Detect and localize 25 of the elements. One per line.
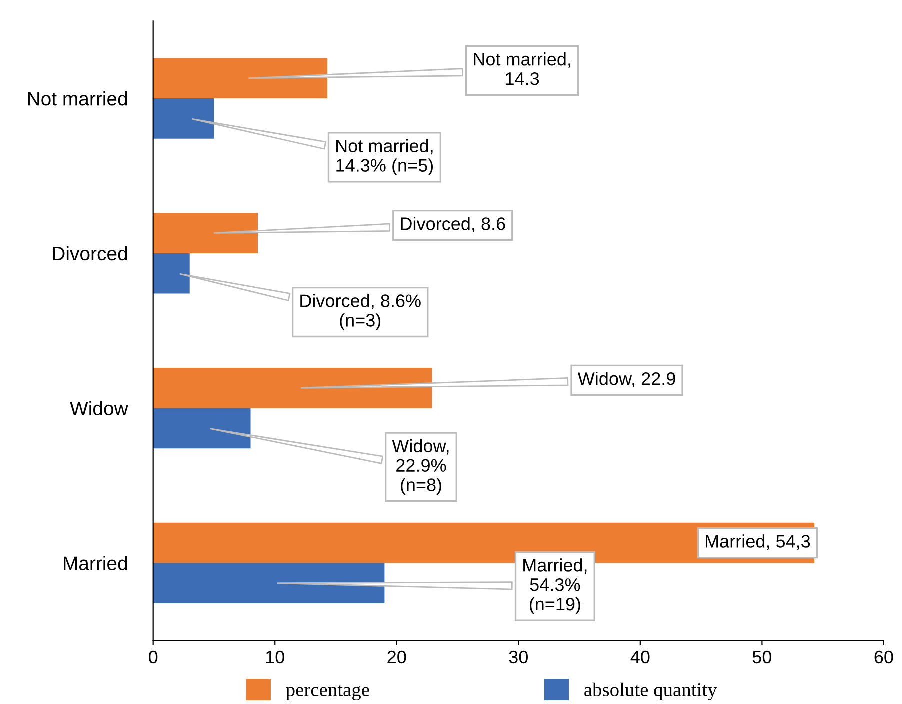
bar xyxy=(153,58,328,99)
y-tick-label: Widow xyxy=(70,401,128,416)
bar xyxy=(153,563,385,604)
x-tick-label: 40 xyxy=(630,650,650,664)
data-label: Widow, 22.9% (n=8) xyxy=(392,439,449,496)
data-label: Divorced, 8.6% (n=3) xyxy=(300,294,421,330)
x-tick-label: 0 xyxy=(149,650,158,664)
data-label: Divorced, 8.6 xyxy=(401,217,506,233)
data-label: Widow, 22.9 xyxy=(578,372,676,388)
y-tick-label: Divorced xyxy=(53,246,128,261)
bar xyxy=(153,213,258,254)
y-tick-label: Married xyxy=(64,556,128,570)
legend-label: percentage xyxy=(286,685,370,701)
bar xyxy=(153,368,432,408)
x-tick-label: 10 xyxy=(266,650,284,664)
data-label: Not married, 14.3% (n=5) xyxy=(336,139,434,176)
x-tick-label: 60 xyxy=(874,650,894,664)
data-label: Married, 54.3% (n=19) xyxy=(524,558,587,614)
data-label: Married, 54,3 xyxy=(706,534,810,550)
x-tick-label: 50 xyxy=(752,650,772,664)
y-tick-label: Not married xyxy=(28,92,128,106)
data-label: Not married, 14.3 xyxy=(474,52,570,86)
x-tick-label: 30 xyxy=(509,650,528,664)
legend-label: absolute quantity xyxy=(584,682,718,701)
x-tick-label: 20 xyxy=(388,650,406,664)
